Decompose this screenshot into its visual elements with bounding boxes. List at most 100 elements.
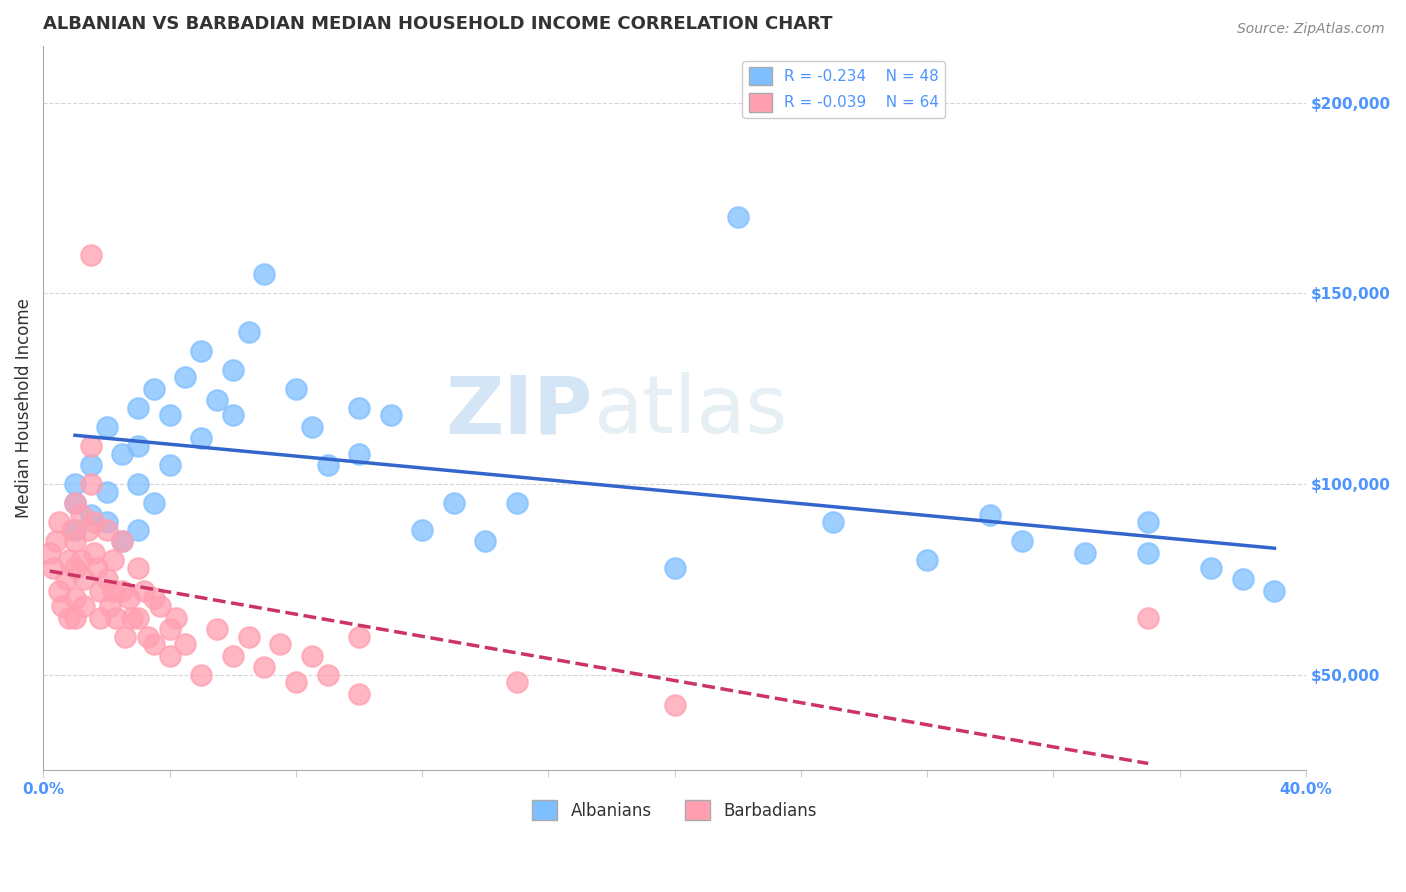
Point <box>101 553 124 567</box>
Point <box>111 446 134 460</box>
Point <box>159 622 181 636</box>
Point <box>96 573 118 587</box>
Point <box>38 546 60 560</box>
Point <box>80 477 103 491</box>
Point <box>1263 583 1285 598</box>
Point <box>101 583 124 598</box>
Point <box>174 637 197 651</box>
Point <box>45 534 67 549</box>
Point <box>70 553 93 567</box>
Point <box>63 477 86 491</box>
Point <box>136 630 159 644</box>
Point <box>411 523 433 537</box>
Point <box>114 630 136 644</box>
Point <box>142 382 165 396</box>
Point <box>42 561 65 575</box>
Point <box>284 382 307 396</box>
Point <box>347 687 370 701</box>
Text: Source: ZipAtlas.com: Source: ZipAtlas.com <box>1237 22 1385 37</box>
Text: ALBANIAN VS BARBADIAN MEDIAN HOUSEHOLD INCOME CORRELATION CHART: ALBANIAN VS BARBADIAN MEDIAN HOUSEHOLD I… <box>44 15 832 33</box>
Point <box>111 534 134 549</box>
Point <box>238 325 260 339</box>
Point <box>821 515 844 529</box>
Point <box>190 431 212 445</box>
Point <box>316 667 339 681</box>
Point <box>1232 573 1254 587</box>
Point <box>105 610 128 624</box>
Point <box>83 546 105 560</box>
Point <box>98 599 121 613</box>
Point <box>727 211 749 225</box>
Point <box>1137 610 1160 624</box>
Point <box>89 610 111 624</box>
Point <box>117 591 139 606</box>
Point <box>142 496 165 510</box>
Point <box>190 343 212 358</box>
Point <box>443 496 465 510</box>
Point <box>121 610 143 624</box>
Point <box>63 496 86 510</box>
Point <box>63 534 86 549</box>
Point <box>96 515 118 529</box>
Point <box>89 583 111 598</box>
Point <box>127 401 149 415</box>
Point <box>506 496 529 510</box>
Point <box>979 508 1001 522</box>
Point <box>80 508 103 522</box>
Point <box>127 439 149 453</box>
Point <box>284 675 307 690</box>
Point <box>253 660 276 674</box>
Point <box>347 630 370 644</box>
Point <box>205 393 228 408</box>
Point <box>190 667 212 681</box>
Point <box>63 591 86 606</box>
Point <box>915 553 938 567</box>
Text: atlas: atlas <box>593 373 787 450</box>
Point <box>73 573 96 587</box>
Point <box>96 484 118 499</box>
Point <box>48 515 70 529</box>
Point <box>1074 546 1097 560</box>
Point <box>96 523 118 537</box>
Point <box>506 675 529 690</box>
Y-axis label: Median Household Income: Median Household Income <box>15 298 32 517</box>
Point <box>48 583 70 598</box>
Point <box>159 648 181 663</box>
Point <box>142 591 165 606</box>
Point <box>159 458 181 472</box>
Point <box>63 496 86 510</box>
Point <box>127 561 149 575</box>
Point <box>83 515 105 529</box>
Point <box>159 409 181 423</box>
Point <box>63 561 86 575</box>
Point <box>301 648 323 663</box>
Point <box>380 409 402 423</box>
Legend: Albanians, Barbadians: Albanians, Barbadians <box>526 793 824 827</box>
Point <box>664 698 686 713</box>
Point <box>253 268 276 282</box>
Point <box>111 534 134 549</box>
Point <box>80 458 103 472</box>
Point <box>269 637 291 651</box>
Point <box>86 561 108 575</box>
Point <box>165 610 187 624</box>
Point <box>76 523 98 537</box>
Point <box>222 362 245 376</box>
Point <box>347 446 370 460</box>
Point <box>474 534 496 549</box>
Point <box>142 637 165 651</box>
Point <box>222 648 245 663</box>
Point <box>1011 534 1033 549</box>
Point <box>222 409 245 423</box>
Point <box>127 477 149 491</box>
Point <box>149 599 172 613</box>
Point <box>80 248 103 262</box>
Point <box>70 508 93 522</box>
Point <box>316 458 339 472</box>
Point <box>205 622 228 636</box>
Point <box>80 439 103 453</box>
Point <box>301 420 323 434</box>
Point <box>58 553 80 567</box>
Point <box>347 401 370 415</box>
Point <box>1201 561 1223 575</box>
